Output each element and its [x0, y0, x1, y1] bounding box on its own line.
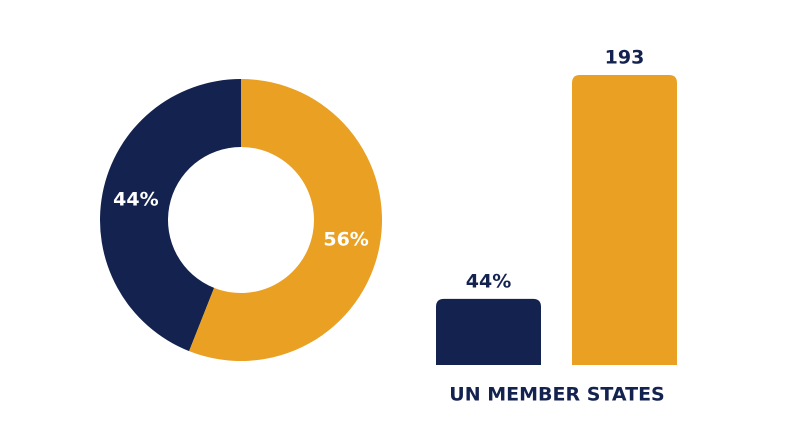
bar-value-label: 193	[605, 47, 645, 69]
slice-label: 44%	[113, 188, 158, 210]
bar	[436, 298, 541, 365]
donut-slice	[189, 79, 382, 361]
slice-label: 56%	[323, 229, 368, 251]
x-axis-label: UN MEMBER STATES	[449, 384, 664, 406]
bar-value-label: 44%	[466, 270, 511, 292]
bar	[572, 75, 677, 365]
donut-slice	[99, 79, 241, 352]
